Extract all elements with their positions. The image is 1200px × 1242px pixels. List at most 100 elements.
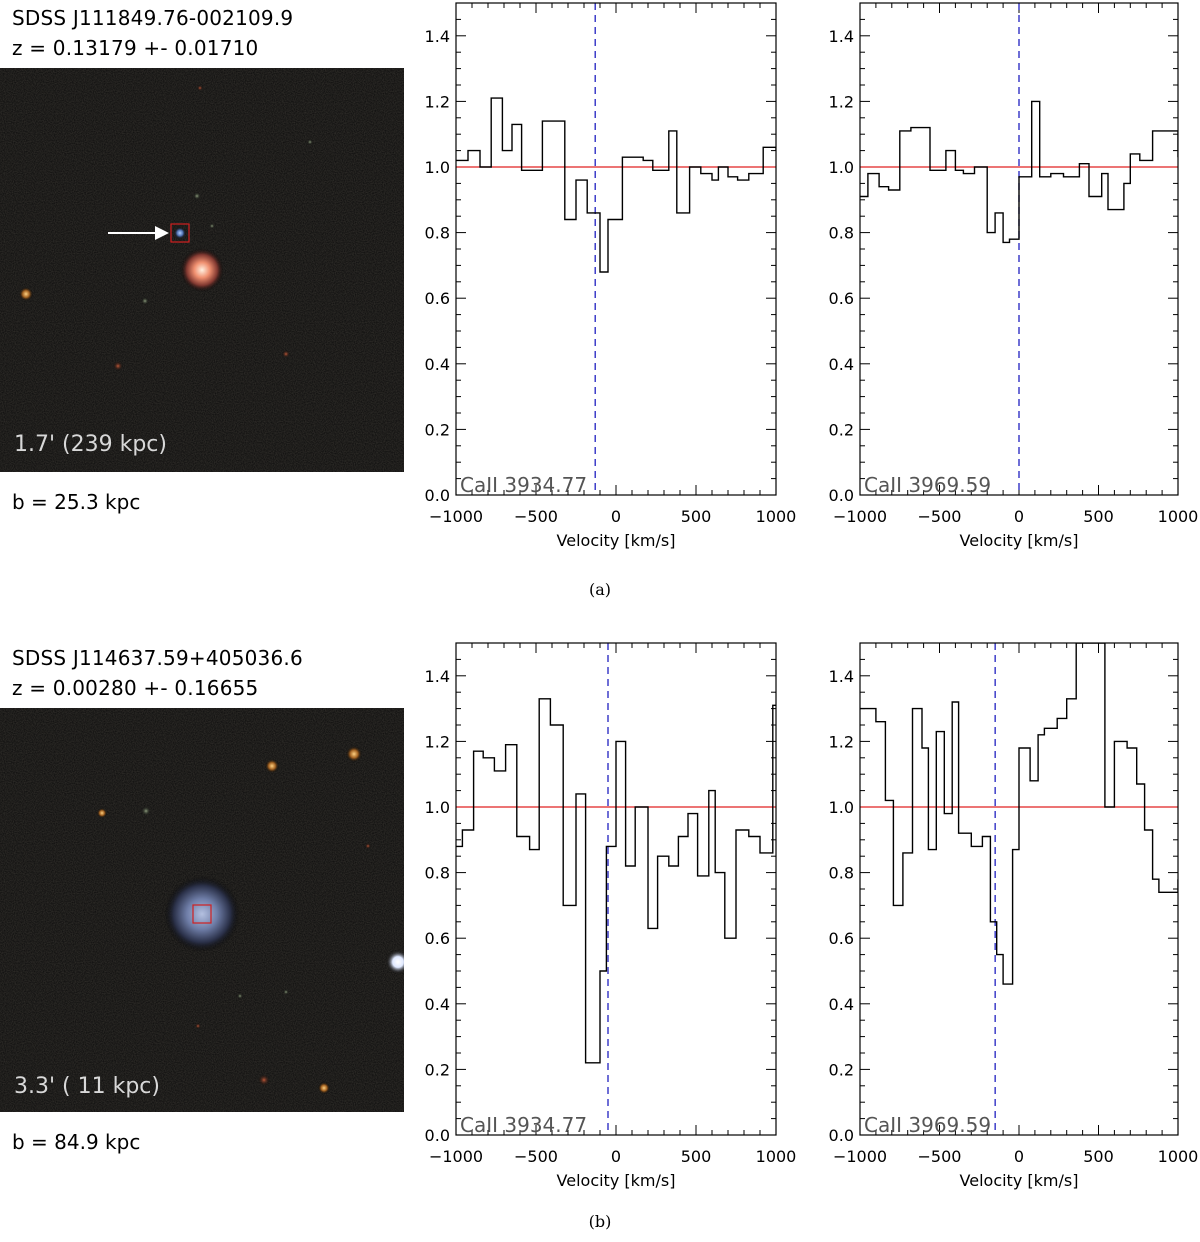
y-tick-label: 1.4 [425, 667, 450, 686]
y-tick-label: 1.0 [425, 798, 450, 817]
x-tick-label: 500 [1083, 507, 1114, 526]
star [307, 139, 313, 145]
y-tick-label: 0.8 [829, 224, 854, 243]
spectrum-panel-0: −1000 −500 0 500 1000 0.0 0.2 0.4 0.6 0.8 1.0 1.2 1.… [425, 2, 797, 550]
x-tick-label: 500 [681, 1147, 712, 1166]
x-tick-label: −1000 [429, 1147, 483, 1166]
y-tick-label: 1.4 [829, 667, 854, 686]
target-box [192, 904, 212, 924]
spectra-plot-b: −1000 −500 0 500 1000 0.0 0.2 0.4 0.6 0.8 1.0 1.2 1.… [425, 642, 1199, 1190]
host-galaxy [164, 876, 240, 952]
y-tick-label: 0.2 [425, 1060, 450, 1079]
redshift-label: z = 0.13179 +- 0.01710 [12, 36, 259, 60]
star [282, 350, 290, 358]
spectrum-panel-2: −1000 −500 0 500 1000 0.0 0.2 0.4 0.6 0.8 1.0 1.2 1.… [425, 642, 797, 1190]
line-label: CaII 3934.77 [460, 1113, 587, 1137]
y-tick-label: 0.8 [425, 864, 450, 883]
y-tick-label: 1.4 [425, 27, 450, 46]
y-tick-label: 1.2 [829, 732, 854, 751]
object-name: SDSS J114637.59+405036.6 [12, 646, 303, 670]
x-tick-label: −500 [918, 507, 962, 526]
object-name: SDSS J111849.76-002109.9 [12, 6, 294, 30]
plot-frame [455, 642, 777, 1136]
star [193, 192, 201, 200]
star [113, 361, 123, 371]
star [209, 223, 215, 229]
y-tick-label: 1.0 [829, 158, 854, 177]
flux-step-line [456, 97, 776, 273]
y-tick-label: 0.4 [425, 995, 450, 1014]
y-tick-label: 0.6 [425, 929, 450, 948]
arrow-icon [108, 226, 169, 240]
y-tick-label: 1.0 [425, 158, 450, 177]
star [386, 950, 404, 974]
star [318, 1082, 330, 1094]
flux-step-line [860, 100, 1178, 244]
redshift-label: z = 0.00280 +- 0.16655 [12, 676, 259, 700]
y-tick-label: 1.4 [829, 27, 854, 46]
y-tick-label: 0.0 [829, 1126, 854, 1145]
x-tick-label: −1000 [833, 507, 887, 526]
spectrum-panel-3: −1000 −500 0 500 1000 0.0 0.2 0.4 0.6 0.8 1.0 1.2 1.… [829, 642, 1199, 1190]
x-axis-label: Velocity [km/s] [960, 1171, 1079, 1190]
x-tick-label: −1000 [429, 507, 483, 526]
x-tick-label: 0 [611, 1147, 621, 1166]
star [141, 806, 151, 816]
target-box [170, 223, 190, 243]
plot-frame [859, 2, 1179, 496]
sky-image: 3.3' ( 11 kpc) [0, 708, 404, 1112]
y-tick-label: 0.2 [829, 1060, 854, 1079]
x-tick-label: 1000 [756, 1147, 797, 1166]
y-tick-label: 0.6 [829, 929, 854, 948]
x-tick-label: 1000 [1158, 1147, 1199, 1166]
x-tick-label: −500 [514, 1147, 558, 1166]
star [283, 989, 289, 995]
spectrum-panel-1: −1000 −500 0 500 1000 0.0 0.2 0.4 0.6 0.8 1.0 1.2 1.… [829, 2, 1199, 550]
y-tick-label: 0.0 [425, 1126, 450, 1145]
line-label: CaII 3969.59 [864, 473, 991, 497]
quasar [174, 227, 186, 239]
y-tick-label: 0.6 [829, 289, 854, 308]
star [97, 808, 107, 818]
y-tick-label: 0.6 [425, 289, 450, 308]
star [258, 1074, 270, 1086]
y-tick-label: 0.4 [829, 355, 854, 374]
x-tick-label: −500 [918, 1147, 962, 1166]
host-galaxy [180, 248, 224, 292]
y-tick-label: 0.2 [829, 420, 854, 439]
y-tick-label: 0.0 [425, 486, 450, 505]
spectra-plot-a: −1000 −500 0 500 1000 0.0 0.2 0.4 0.6 0.8 1.0 1.2 1.… [425, 2, 1199, 550]
x-tick-label: 1000 [1158, 507, 1199, 526]
x-tick-label: 0 [1014, 507, 1024, 526]
y-tick-label: 0.8 [829, 864, 854, 883]
star [237, 993, 243, 999]
line-label: CaII 3934.77 [460, 473, 587, 497]
x-axis-label: Velocity [km/s] [960, 531, 1079, 550]
y-tick-label: 0.4 [829, 995, 854, 1014]
line-label: CaII 3969.59 [864, 1113, 991, 1137]
x-tick-label: 1000 [756, 507, 797, 526]
y-tick-label: 0.4 [425, 355, 450, 374]
y-tick-label: 1.0 [829, 798, 854, 817]
x-axis-label: Velocity [km/s] [557, 531, 676, 550]
y-tick-label: 1.2 [425, 92, 450, 111]
image-scale-label: 3.3' ( 11 kpc) [14, 1074, 160, 1099]
x-tick-label: 500 [1083, 1147, 1114, 1166]
star [265, 759, 279, 773]
plot-frame [859, 642, 1179, 1136]
x-tick-label: −500 [514, 507, 558, 526]
star [365, 843, 371, 849]
panel-a: SDSS J111849.76-002109.9 z = 0.13179 +- … [0, 0, 1200, 600]
sky-image: 1.7' (239 kpc) [0, 68, 404, 472]
star [195, 1023, 201, 1029]
y-tick-label: 1.2 [425, 732, 450, 751]
impact-parameter: b = 84.9 kpc [12, 1130, 141, 1154]
y-tick-label: 0.0 [829, 486, 854, 505]
impact-parameter: b = 25.3 kpc [12, 490, 141, 514]
x-tick-label: 500 [681, 507, 712, 526]
y-tick-label: 0.2 [425, 420, 450, 439]
x-tick-label: 0 [611, 507, 621, 526]
figure-caption: (a) [588, 580, 612, 599]
plot-frame [455, 2, 777, 496]
star [141, 297, 149, 305]
